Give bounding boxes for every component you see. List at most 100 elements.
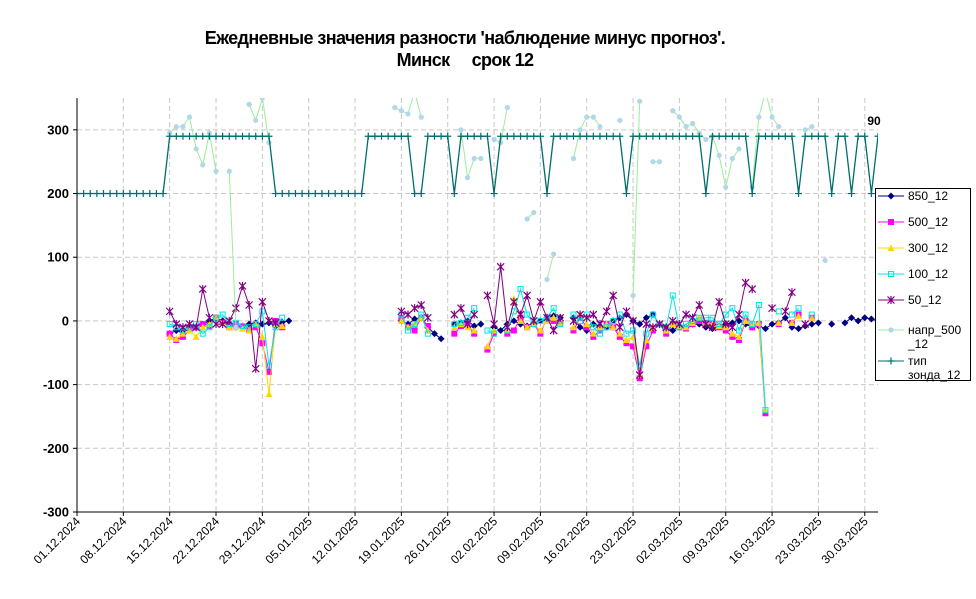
data-point [630,292,636,299]
data-point [610,317,617,324]
data-point [258,333,266,340]
x-tick-label: 01.12.2024 [31,514,84,567]
data-point [358,190,366,198]
data-point [755,132,763,140]
data-point [615,323,624,332]
data-point [569,132,577,140]
data-point [715,322,723,330]
y-tick-label: 0 [62,313,69,328]
x-tick-label: 09.03.2025 [679,514,732,567]
data-point [729,333,736,340]
data-point [582,313,591,322]
data-point [165,307,174,316]
data-point [477,132,485,140]
data-point [742,311,749,318]
data-point [504,104,510,111]
data-point [669,132,677,140]
data-point [749,321,756,328]
data-point [186,114,193,120]
legend-label: тип зонда_12 [908,354,961,382]
data-point [622,190,630,198]
data-point [622,336,630,344]
legend-label: напр_500 _12 [908,323,962,351]
data-point [238,132,246,140]
data-point [225,132,233,140]
data-point [392,104,398,111]
chart-subtitle-term: срок 12 [471,50,534,70]
data-point [404,327,411,334]
data-point [736,146,742,152]
series-300_12 [166,295,816,414]
data-point [576,132,584,140]
data-point [437,335,445,343]
data-point [491,330,498,337]
data-point [809,124,815,130]
data-point [775,132,783,140]
legend-marker [887,244,895,251]
data-point [596,132,604,140]
data-point [576,310,585,319]
data-point [656,159,663,165]
data-point [199,323,207,331]
legend-marker [887,192,895,200]
data-point [252,324,259,331]
data-point [178,323,187,332]
series-line [546,253,555,280]
data-point [775,308,782,315]
data-point [80,190,88,198]
data-point [828,190,836,198]
data-point [715,297,724,306]
data-point [516,310,525,319]
data-point [298,190,306,198]
data-point [642,320,651,329]
data-point [166,321,173,328]
data-point [517,286,524,293]
data-point [795,305,802,312]
data-point [523,132,531,140]
data-point [325,190,333,198]
data-point [748,285,757,294]
data-point [589,320,597,328]
data-point [756,114,762,120]
data-point [483,132,491,140]
data-point [146,190,154,198]
data-point [828,320,836,328]
data-point [848,190,856,198]
data-point [239,323,246,330]
data-point [675,132,683,140]
data-point [722,327,729,334]
series-line [248,98,270,143]
data-point [159,190,167,198]
data-point [172,132,180,140]
data-point [616,132,624,140]
data-point [696,314,703,321]
data-point [503,132,511,140]
x-tick-label: 16.02.2025 [540,514,593,567]
data-point [119,190,127,198]
data-point [795,190,803,198]
data-point [470,322,478,330]
data-point [152,190,160,198]
series-напр_500_12 [167,98,828,330]
x-tick-label: 22.12.2024 [170,514,223,567]
data-point [470,310,479,319]
data-point [577,127,583,133]
data-point [735,310,743,319]
data-point [622,307,631,316]
legend-swatch [878,357,904,365]
data-point [179,132,187,140]
data-point [722,132,730,140]
data-point [509,297,518,306]
data-point [305,190,313,198]
series-line [791,307,799,315]
data-point [741,278,750,287]
data-point [529,316,538,325]
data-point [715,132,723,140]
data-point [77,190,81,198]
data-point [776,124,782,130]
data-point [768,304,777,313]
data-point [179,333,186,340]
data-point [874,132,878,140]
data-point [701,320,710,329]
data-point [781,307,790,316]
